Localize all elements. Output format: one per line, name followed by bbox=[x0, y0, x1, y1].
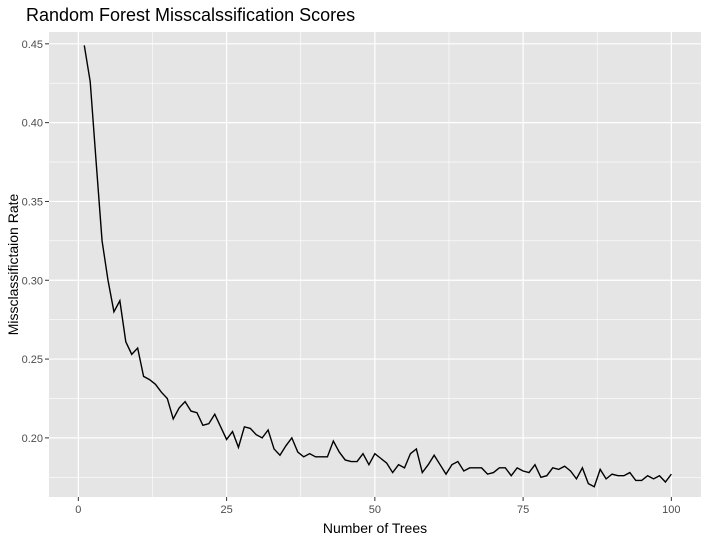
grid-major bbox=[49, 32, 701, 497]
x-tick-label: 100 bbox=[662, 504, 680, 516]
y-tick-labels: 0.20 0.25 0.30 0.35 0.40 0.45 bbox=[22, 39, 43, 445]
x-tick-label: 25 bbox=[220, 504, 232, 516]
y-tick-label: 0.45 bbox=[22, 39, 43, 51]
x-axis-title: Number of Trees bbox=[323, 520, 427, 536]
x-tick-label: 50 bbox=[369, 504, 381, 516]
x-tick-label: 75 bbox=[517, 504, 529, 516]
y-tick-label: 0.20 bbox=[22, 433, 43, 445]
chart-title: Random Forest Misscalssification Scores bbox=[26, 5, 356, 25]
y-tick-label: 0.35 bbox=[22, 196, 43, 208]
y-tick-label: 0.30 bbox=[22, 275, 43, 287]
series-line bbox=[83, 45, 672, 488]
y-tick-label: 0.25 bbox=[22, 354, 43, 366]
x-tick-labels: 0 25 50 75 100 bbox=[75, 504, 680, 516]
y-axis-title: Missclassifictaion Rate bbox=[5, 193, 21, 335]
x-tick-label: 0 bbox=[75, 504, 81, 516]
y-tick-label: 0.40 bbox=[22, 118, 43, 130]
axis-ticks bbox=[45, 43, 672, 501]
